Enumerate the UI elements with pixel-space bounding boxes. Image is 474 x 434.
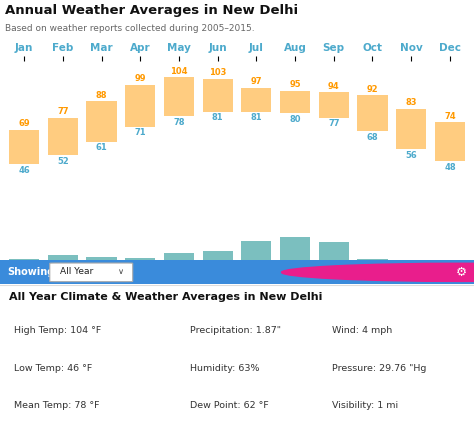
Text: 94: 94 bbox=[328, 82, 339, 91]
Text: 78: 78 bbox=[173, 118, 185, 127]
Text: 77: 77 bbox=[57, 107, 69, 116]
Bar bbox=[202, 251, 233, 260]
Text: 5.62: 5.62 bbox=[287, 261, 303, 267]
Text: 4.66: 4.66 bbox=[248, 261, 264, 267]
Bar bbox=[125, 85, 155, 127]
Text: 81: 81 bbox=[251, 113, 262, 122]
Text: Wind: 4 mph: Wind: 4 mph bbox=[332, 326, 392, 335]
Text: ⚙: ⚙ bbox=[456, 266, 467, 279]
Bar bbox=[48, 255, 78, 260]
Text: 56: 56 bbox=[405, 151, 417, 160]
Bar bbox=[164, 77, 194, 116]
Text: 1.37: 1.37 bbox=[55, 261, 71, 267]
Bar bbox=[280, 237, 310, 260]
Text: Showing:: Showing: bbox=[7, 267, 58, 277]
Text: All Year: All Year bbox=[60, 267, 93, 276]
Bar bbox=[48, 118, 78, 155]
Text: 99: 99 bbox=[135, 74, 146, 83]
Bar bbox=[86, 101, 117, 142]
Text: Pressure: 29.76 "Hg: Pressure: 29.76 "Hg bbox=[332, 364, 426, 373]
Text: 97: 97 bbox=[251, 77, 262, 86]
Text: 77: 77 bbox=[328, 119, 339, 128]
Bar bbox=[357, 259, 388, 260]
Bar bbox=[202, 79, 233, 112]
Text: 81: 81 bbox=[212, 113, 223, 122]
Text: All Year Climate & Weather Averages in New Delhi: All Year Climate & Weather Averages in N… bbox=[9, 292, 323, 302]
Text: 2.27: 2.27 bbox=[210, 261, 226, 267]
Text: 0.76: 0.76 bbox=[93, 261, 109, 267]
Bar bbox=[280, 91, 310, 113]
Text: 4.31: 4.31 bbox=[326, 261, 342, 267]
Text: 104: 104 bbox=[170, 67, 188, 76]
Bar bbox=[125, 259, 155, 260]
FancyBboxPatch shape bbox=[50, 263, 133, 282]
Text: 0.17: 0.17 bbox=[403, 261, 419, 267]
Bar bbox=[241, 88, 272, 112]
Text: 80: 80 bbox=[289, 115, 301, 124]
Text: 0.15: 0.15 bbox=[442, 261, 458, 267]
Text: 69: 69 bbox=[18, 119, 30, 128]
Text: Mean Temp: 78 °F: Mean Temp: 78 °F bbox=[14, 401, 100, 410]
Bar bbox=[319, 92, 349, 118]
Bar bbox=[9, 259, 39, 260]
Text: Humidity: 63%: Humidity: 63% bbox=[190, 364, 259, 373]
Text: 95: 95 bbox=[289, 80, 301, 89]
Bar bbox=[396, 109, 426, 149]
Bar bbox=[241, 241, 272, 260]
Circle shape bbox=[282, 263, 474, 281]
Text: 0.4: 0.4 bbox=[18, 261, 30, 267]
Text: 74: 74 bbox=[444, 112, 456, 121]
Bar bbox=[9, 130, 39, 164]
Text: 68: 68 bbox=[367, 133, 378, 142]
Bar bbox=[319, 242, 349, 260]
Bar bbox=[164, 253, 194, 260]
Text: 0.46: 0.46 bbox=[132, 261, 148, 267]
Text: High Temp: 104 °F: High Temp: 104 °F bbox=[14, 326, 101, 335]
Text: Visibility: 1 mi: Visibility: 1 mi bbox=[332, 401, 398, 410]
Text: 61: 61 bbox=[96, 143, 108, 152]
Text: Precipitation: 1.87": Precipitation: 1.87" bbox=[190, 326, 281, 335]
Text: 83: 83 bbox=[405, 98, 417, 107]
Bar bbox=[435, 122, 465, 161]
Text: 46: 46 bbox=[18, 166, 30, 175]
Text: 52: 52 bbox=[57, 157, 69, 166]
Text: 92: 92 bbox=[367, 85, 378, 94]
Text: 1.84: 1.84 bbox=[171, 261, 187, 267]
Text: 88: 88 bbox=[96, 91, 107, 100]
Text: Low Temp: 46 °F: Low Temp: 46 °F bbox=[14, 364, 92, 373]
Bar bbox=[86, 257, 117, 260]
Text: Dew Point: 62 °F: Dew Point: 62 °F bbox=[190, 401, 268, 410]
Text: 103: 103 bbox=[209, 68, 226, 77]
Text: 48: 48 bbox=[444, 163, 456, 172]
Bar bbox=[357, 95, 388, 132]
Text: ∨: ∨ bbox=[118, 267, 124, 276]
Text: 71: 71 bbox=[135, 128, 146, 137]
Text: 0.41: 0.41 bbox=[365, 261, 381, 267]
Text: Based on weather reports collected during 2005–2015.: Based on weather reports collected durin… bbox=[5, 24, 255, 33]
Text: Annual Weather Averages in New Delhi: Annual Weather Averages in New Delhi bbox=[5, 4, 298, 17]
